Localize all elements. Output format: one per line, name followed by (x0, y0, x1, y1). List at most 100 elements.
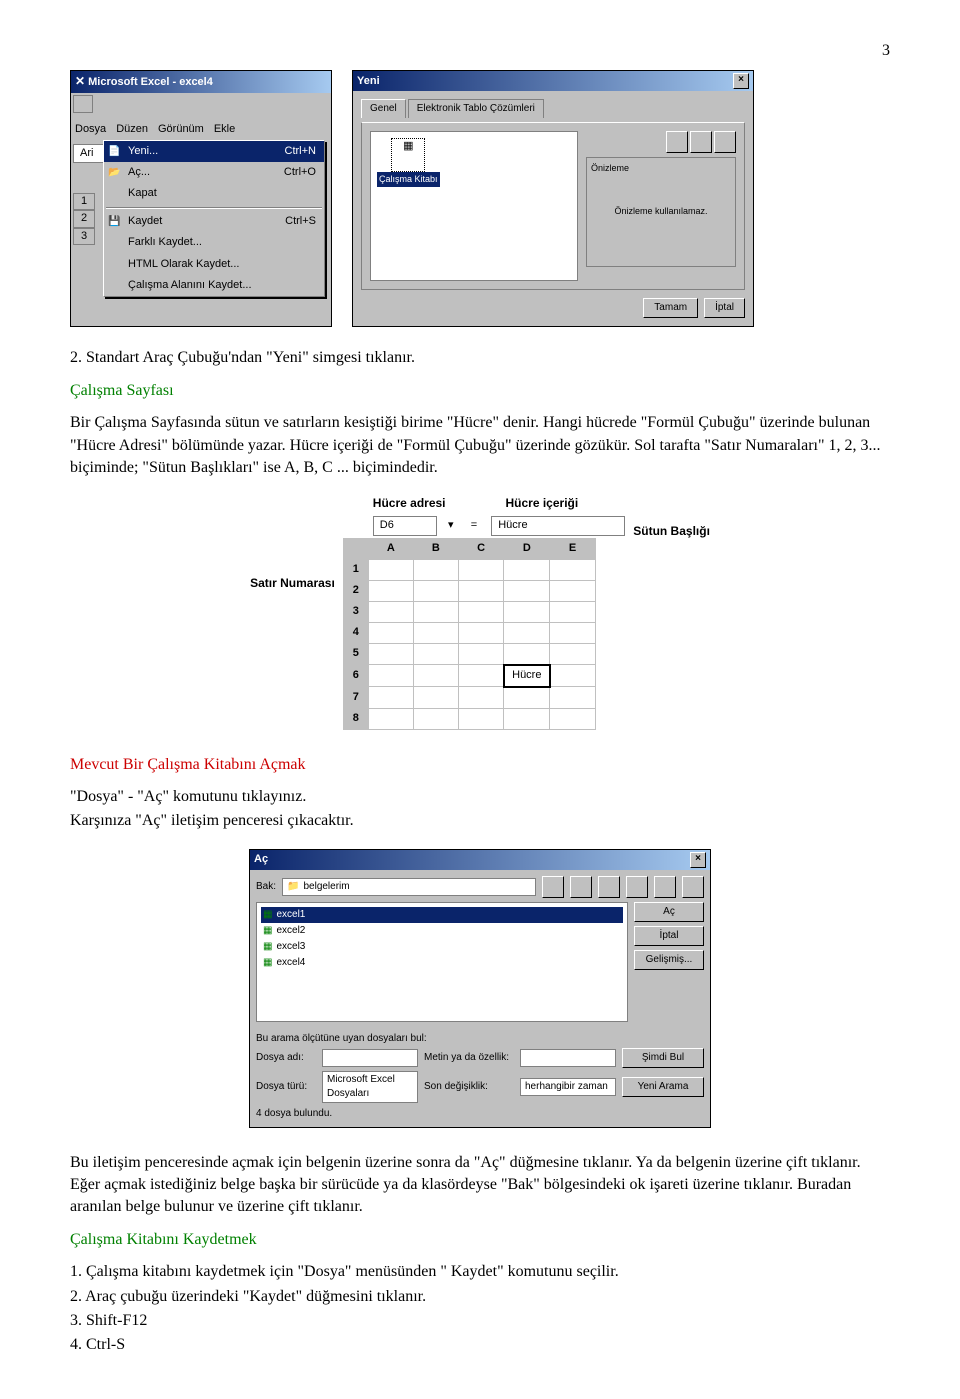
dosyaadi-input[interactable] (322, 1049, 418, 1067)
iptal-button[interactable]: İptal (704, 298, 745, 318)
up-button[interactable] (542, 876, 564, 898)
menu-gorunum[interactable]: Görünüm (158, 122, 204, 137)
excel-grid[interactable]: A B C D E 1 2 3 4 5 6 Hücre 7 8 (343, 538, 596, 730)
para-1: 2. Standart Araç Çubuğu'ndan "Yeni" simg… (70, 347, 890, 369)
xls-icon (263, 924, 272, 938)
menu-shortcut-yeni: Ctrl+N (285, 144, 316, 159)
row-header[interactable]: 8 (343, 708, 368, 729)
xls-icon (263, 956, 272, 970)
row-header[interactable]: 6 (343, 665, 368, 687)
bak-value: belgelerim (303, 880, 349, 894)
excel-left-col: Ari 1 2 3 (71, 140, 103, 298)
menu-item-kapat[interactable]: Kapat (104, 183, 324, 204)
workbook-item[interactable]: ▦ Çalışma Kitabı (377, 138, 440, 187)
tab-genel[interactable]: Genel (361, 99, 406, 118)
yeni-template-list[interactable]: ▦ Çalışma Kitabı (370, 131, 578, 281)
name-box[interactable]: D6 (373, 516, 437, 535)
file-item[interactable]: excel4 (261, 955, 623, 971)
close-icon[interactable]: × (733, 73, 749, 89)
tamam-button[interactable]: Tamam (643, 298, 698, 318)
row-header[interactable]: 2 (343, 580, 368, 601)
iptal-button[interactable]: İptal (634, 926, 704, 946)
file-list[interactable]: excel1 excel2 excel3 excel4 (256, 902, 628, 1022)
row-header[interactable]: 7 (343, 687, 368, 709)
yeni-dialog: Yeni × Genel Elektronik Tablo Çözümleri … (352, 70, 754, 327)
label-satir-numarasi: Satır Numarası (250, 575, 335, 592)
row-header[interactable]: 5 (343, 643, 368, 665)
col-header-c[interactable]: C (458, 538, 504, 559)
menu-item-yeni[interactable]: Yeni... Ctrl+N (104, 141, 324, 162)
ac-button[interactable]: Aç (634, 902, 704, 922)
menu-item-farkli-kaydet[interactable]: Farklı Kaydet... (104, 232, 324, 253)
excel-menubar: Dosya Düzen Görünüm Ekle (71, 120, 331, 139)
preview-box: Önizleme Önizleme kullanılamaz. (586, 157, 736, 267)
col-header-d[interactable]: D (504, 538, 550, 559)
para-2: Bir Çalışma Sayfasında sütun ve satırlar… (70, 412, 890, 479)
bak-combo[interactable]: belgelerim (282, 878, 536, 896)
yeniarama-button[interactable]: Yeni Arama (622, 1077, 704, 1097)
label-dosyaadi: Dosya adı: (256, 1051, 316, 1065)
menu-shortcut-ac: Ctrl+O (284, 165, 316, 180)
gelismis-button[interactable]: Gelişmiş... (634, 950, 704, 970)
label-sutun-basligi: Sütun Başlığı (633, 524, 710, 538)
view-button-2[interactable] (690, 131, 712, 153)
view-button-3[interactable] (714, 131, 736, 153)
col-header-e[interactable]: E (550, 538, 596, 559)
toolbar-icon[interactable] (73, 95, 93, 113)
ac-right-buttons: Aç İptal Gelişmiş... (634, 902, 704, 1028)
active-cell[interactable]: Hücre (504, 665, 550, 687)
metin-input[interactable] (520, 1049, 616, 1067)
close-icon[interactable]: × (690, 852, 706, 868)
menu-item-html-kaydet[interactable]: HTML Olarak Kaydet... (104, 254, 324, 275)
col-header-a[interactable]: A (368, 538, 413, 559)
list-item-3: 3. Shift-F12 (70, 1310, 890, 1332)
menu-label-html: HTML Olarak Kaydet... (128, 257, 239, 272)
excel-titlebar: ✕ Microsoft Excel - excel4 (71, 71, 331, 92)
ac-dialog: Aç × Bak: belgelerim excel1 excel (249, 849, 711, 1128)
folder-icon (287, 880, 299, 894)
row-header[interactable]: 1 (343, 559, 368, 580)
menu-item-kaydet[interactable]: Kaydet Ctrl+S (104, 211, 324, 232)
file-item[interactable]: excel3 (261, 939, 623, 955)
row-header[interactable]: 3 (343, 601, 368, 622)
menu-dosya[interactable]: Dosya (75, 122, 106, 137)
sondeg-combo[interactable]: herhangibir zaman (520, 1078, 616, 1096)
status-text: 4 dosya bulundu. (256, 1107, 704, 1121)
formula-bar[interactable]: Hücre (491, 516, 625, 535)
view-button-1[interactable] (666, 131, 688, 153)
tool-button[interactable] (598, 876, 620, 898)
yeni-title: Yeni (357, 74, 380, 89)
equals-label: = (465, 518, 483, 533)
simdibuI-button[interactable]: Şimdi Bul (622, 1048, 704, 1068)
file-item[interactable]: excel2 (261, 923, 623, 939)
ac-titlebar: Aç × (250, 850, 710, 870)
dosyaturu-combo[interactable]: Microsoft Excel Dosyaları (322, 1071, 418, 1103)
tool-button[interactable] (626, 876, 648, 898)
yeni-content: ▦ Çalışma Kitabı Önizleme Önizleme kulla… (361, 122, 745, 290)
menu-item-calisma-alani[interactable]: Çalışma Alanını Kaydet... (104, 275, 324, 296)
tab-cozumler[interactable]: Elektronik Tablo Çözümleri (408, 99, 544, 118)
menu-item-ac[interactable]: Aç... Ctrl+O (104, 162, 324, 183)
file-item[interactable]: excel1 (261, 907, 623, 923)
menu-label-calisma: Çalışma Alanını Kaydet... (128, 278, 252, 293)
menu-ekle[interactable]: Ekle (214, 122, 235, 137)
menu-duzen[interactable]: Düzen (116, 122, 148, 137)
preview-label: Önizleme (591, 162, 731, 175)
para-4: Karşınıza "Aç" iletişim penceresi çıkaca… (70, 810, 890, 832)
xls-icon (263, 908, 272, 922)
ac-title: Aç (254, 852, 268, 867)
save-icon (108, 214, 122, 228)
row-header[interactable]: 4 (343, 622, 368, 643)
col-header-b[interactable]: B (413, 538, 458, 559)
tool-button[interactable] (654, 876, 676, 898)
dropdown-arrow-icon[interactable]: ▾ (445, 518, 457, 533)
label-hucre-adresi: Hücre adresi (373, 495, 446, 512)
label-bak: Bak: (256, 880, 276, 894)
font-combo[interactable]: Ari (73, 144, 107, 163)
label-metin: Metin ya da özellik: (424, 1051, 514, 1065)
label-find: Bu arama ölçütüne uyan dosyaları bul: (256, 1032, 704, 1046)
tool-button[interactable] (570, 876, 592, 898)
tool-button[interactable] (682, 876, 704, 898)
figure-3: Aç × Bak: belgelerim excel1 excel (70, 849, 890, 1128)
list-item-2: 2. Araç çubuğu üzerindeki "Kaydet" düğme… (70, 1286, 890, 1308)
